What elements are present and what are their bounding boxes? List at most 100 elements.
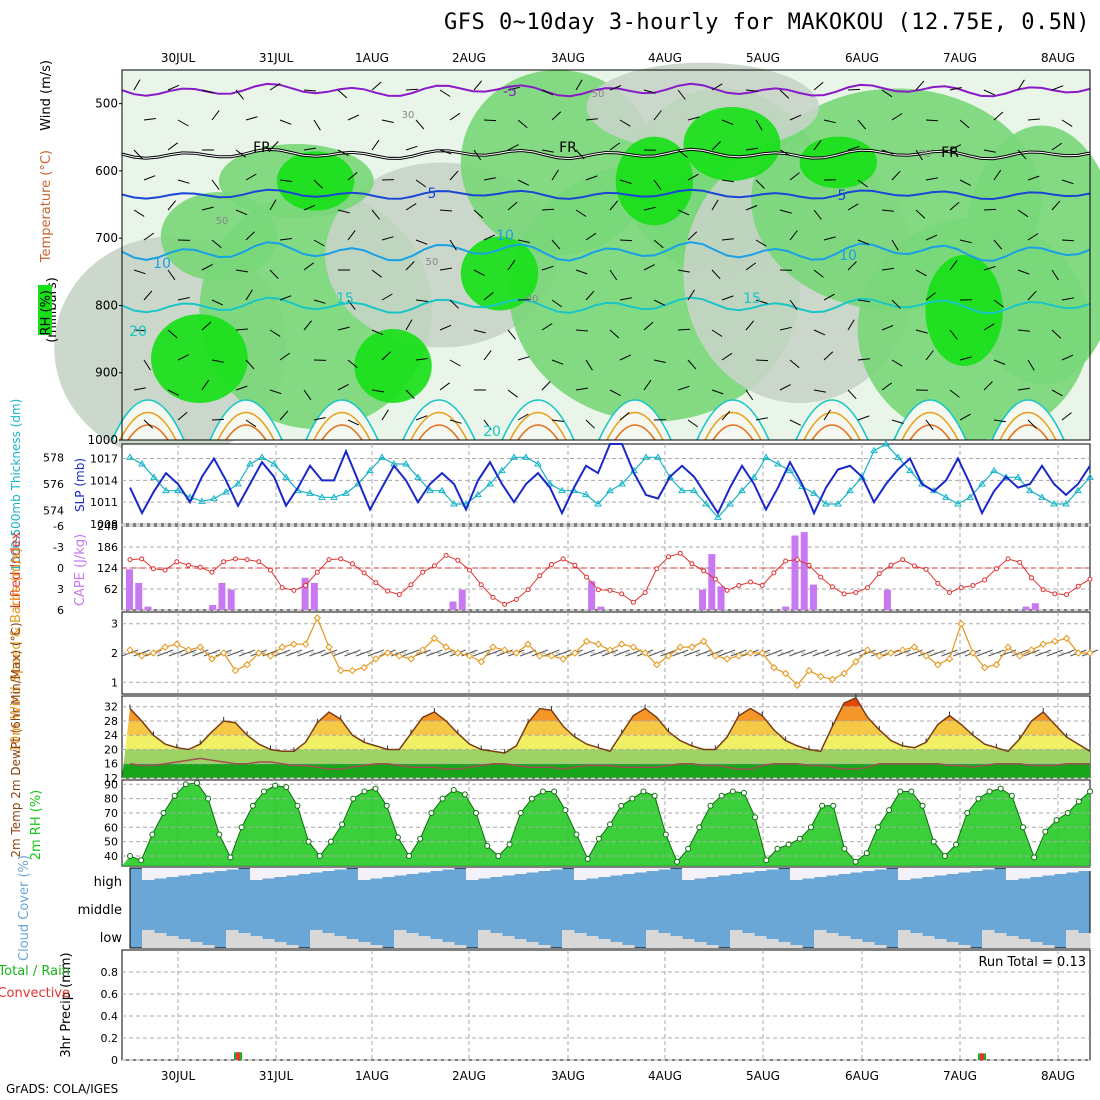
precip-tick-label: 0.2 — [101, 1032, 119, 1045]
wind-barb — [959, 356, 972, 361]
wind-marker — [536, 652, 544, 660]
li-marker — [818, 574, 824, 580]
boundary-layer-contour — [712, 424, 754, 441]
wind-barb — [915, 209, 926, 219]
rh-marker — [361, 788, 368, 795]
li-tick-label: 3 — [57, 583, 64, 596]
wind-barb — [167, 389, 179, 396]
wind-barb — [143, 359, 151, 371]
li-tick-label: -3 — [53, 541, 64, 554]
wind-marker — [348, 666, 357, 675]
thickness-marker — [426, 486, 434, 494]
thickness-marker — [210, 494, 218, 502]
wind-barb — [235, 385, 248, 391]
wind-barb — [1017, 209, 1029, 218]
li-marker — [303, 583, 309, 588]
surface-wind-barb — [800, 649, 818, 657]
cloud-high-segment — [142, 868, 155, 880]
surface-wind-barb — [695, 649, 712, 657]
rh-marker — [986, 788, 993, 795]
surface-wind-barb — [309, 649, 326, 657]
wind-barb — [449, 299, 459, 309]
boundary-layer-contour — [893, 399, 967, 441]
thickness-marker — [234, 480, 242, 487]
boundary-layer-contour — [803, 411, 861, 441]
cloud-high-segment — [826, 868, 839, 876]
cloud-low-segment — [862, 942, 875, 948]
surface-wind-barb — [402, 649, 420, 657]
wind-barb — [517, 119, 528, 129]
bottom-date-label: 5AUG — [746, 1069, 780, 1083]
wind-barb — [687, 289, 695, 301]
cloud-low-segment — [586, 936, 599, 948]
wind-barb — [303, 389, 312, 401]
rh-marker — [283, 784, 290, 791]
cape-bar — [458, 589, 466, 610]
wind-barb — [993, 359, 1006, 365]
rh-contour-label: 50 — [216, 216, 229, 227]
isotherm-label: 15 — [743, 291, 761, 307]
rh-marker — [1075, 798, 1082, 805]
wind-marker — [126, 646, 134, 654]
wind-barb — [677, 269, 690, 273]
rh-marker — [740, 789, 747, 796]
wind-barb — [405, 88, 419, 91]
wind-barb — [619, 239, 633, 242]
wind-barb — [677, 385, 690, 391]
rh-marker — [138, 857, 145, 864]
wind-barb — [381, 236, 394, 241]
surface-wind-barb — [168, 649, 186, 657]
rh-marker — [852, 858, 859, 865]
wind-barb — [993, 299, 1004, 308]
rh-marker — [607, 821, 613, 828]
rh-marker — [350, 795, 357, 802]
cloud-level-label: high — [94, 875, 122, 890]
wind-marker — [758, 649, 766, 657]
li-marker — [537, 573, 543, 579]
boundary-layer-contour — [598, 399, 672, 441]
rh-marker — [841, 845, 848, 852]
wind-marker — [969, 649, 977, 657]
pressure-tick-label: 900 — [95, 366, 118, 380]
rh-marker — [595, 835, 602, 842]
cloud-high-segment — [790, 868, 803, 880]
boundary-layer-contour — [517, 424, 559, 441]
wind-barb — [269, 141, 279, 151]
rh-marker — [629, 795, 636, 802]
wind-marker — [1004, 643, 1012, 651]
top-date-label: 7AUG — [943, 51, 977, 65]
wind-marker — [934, 661, 942, 669]
cape-bar — [717, 586, 725, 610]
wind-marker — [301, 640, 310, 648]
cape-bar — [809, 584, 817, 610]
wind-barb — [993, 419, 1006, 423]
pressure-tick-label: 800 — [95, 298, 118, 312]
wind-barb — [585, 175, 598, 181]
surface-wind-barb — [929, 649, 946, 657]
precip-tick-label: 0.6 — [101, 988, 119, 1001]
cape-axis-title: CAPE (J/kg) — [73, 534, 88, 606]
wind-marker — [512, 649, 521, 657]
cloud-low-segment — [346, 939, 359, 948]
wind-barb — [167, 329, 178, 339]
li-marker — [431, 563, 437, 569]
rh-marker — [417, 835, 424, 842]
rh-marker — [238, 824, 245, 831]
thickness-marker — [138, 460, 146, 467]
surface-wind-barb — [203, 649, 221, 657]
cloud-high-segment — [226, 868, 239, 870]
wind-barb — [745, 389, 754, 401]
li-marker — [420, 569, 426, 575]
wind-barb — [483, 419, 492, 430]
wind-barb — [405, 145, 418, 151]
wind-barb — [371, 209, 380, 220]
wind-barb — [541, 208, 555, 211]
thickness-marker — [246, 460, 254, 467]
wind-axis-title: 10m Wind Speed & Barbs (m/s) — [9, 548, 24, 753]
li-marker — [747, 579, 753, 585]
wind-barb — [347, 230, 356, 241]
cloud-low-segment — [730, 930, 743, 948]
surface-wind-barb — [344, 649, 361, 657]
thickness-marker — [870, 446, 878, 454]
wind-barb — [133, 329, 147, 332]
